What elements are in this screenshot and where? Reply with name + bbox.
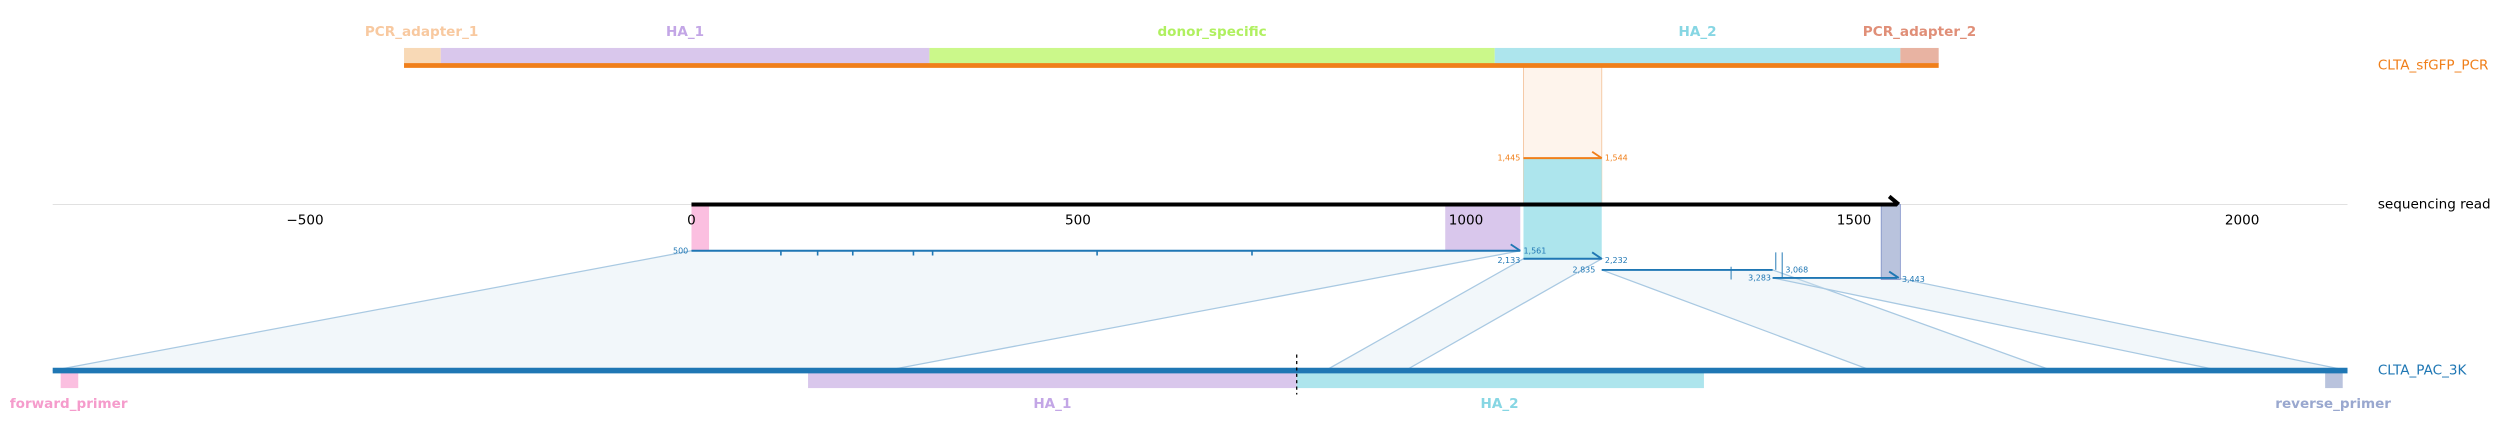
mismatch-ticks bbox=[1730, 252, 1783, 280]
alignment-end: 3,068 bbox=[1785, 265, 1808, 274]
arrow bbox=[1887, 194, 1901, 206]
arrow bbox=[1591, 150, 1603, 159]
feature-box bbox=[440, 47, 930, 64]
axis-tick-label: 0 bbox=[687, 212, 696, 228]
axis-tick-label: −500 bbox=[286, 212, 323, 228]
feature-box bbox=[1445, 204, 1521, 251]
feature-box bbox=[1880, 204, 1901, 280]
feature-label: HA_1 bbox=[1033, 396, 1071, 412]
feature-box bbox=[1494, 47, 1901, 64]
alignment-start: 2,835 bbox=[1573, 265, 1596, 274]
feature-label: donor_specific bbox=[1157, 24, 1266, 40]
feature-box bbox=[60, 372, 79, 389]
alignment-end: 3,443 bbox=[1902, 275, 1925, 284]
axis-tick-label: 2000 bbox=[2225, 212, 2260, 228]
read-name: sequencing read bbox=[2378, 196, 2491, 212]
arrow bbox=[1591, 251, 1603, 260]
feature-box bbox=[691, 204, 710, 251]
alignment-end: 1,561 bbox=[1523, 246, 1546, 255]
feature-box bbox=[1296, 372, 1704, 389]
feature-label: HA_2 bbox=[1480, 396, 1518, 412]
feature-box bbox=[2325, 372, 2343, 389]
feature-box bbox=[808, 372, 1297, 389]
axis-tick-label: 1000 bbox=[1449, 212, 1484, 228]
alignment-end: 1,544 bbox=[1605, 154, 1628, 163]
mismatch-ticks bbox=[780, 250, 1253, 256]
arrow bbox=[1510, 243, 1521, 252]
feature-box bbox=[404, 47, 441, 64]
alignment-start: 1,445 bbox=[1497, 154, 1520, 163]
feature-label: PCR_adapter_2 bbox=[1863, 24, 1976, 40]
alignment-labels: 500 1,561 2,133 2,232 2,835 3,068 3,283 … bbox=[673, 246, 1925, 284]
axis-tick-label: 500 bbox=[1065, 212, 1091, 228]
connections bbox=[52, 250, 2348, 372]
feature-label: HA_2 bbox=[1679, 24, 1717, 40]
connection bbox=[52, 250, 1521, 372]
reference-name: CLTA_PAC_3K bbox=[2378, 363, 2468, 379]
feature-box bbox=[1900, 47, 1939, 64]
alignment-start: 2,133 bbox=[1497, 256, 1520, 265]
alignment-start: 500 bbox=[673, 246, 688, 255]
alignment-start: 3,283 bbox=[1748, 273, 1771, 282]
feature-label: PCR_adapter_1 bbox=[365, 24, 478, 40]
feature-label: HA_1 bbox=[666, 24, 704, 40]
alignments bbox=[691, 243, 1900, 280]
feature-box bbox=[929, 47, 1495, 64]
aligned-region bbox=[1523, 158, 1602, 259]
reference-name: CLTA_sfGFP_PCR bbox=[2378, 58, 2489, 74]
feature-label: reverse_primer bbox=[2275, 396, 2391, 412]
arrow bbox=[1888, 270, 1900, 279]
feature-label: forward_primer bbox=[10, 396, 128, 412]
axis-tick-label: 1500 bbox=[1837, 212, 1872, 228]
alignment-end: 2,232 bbox=[1605, 256, 1628, 265]
